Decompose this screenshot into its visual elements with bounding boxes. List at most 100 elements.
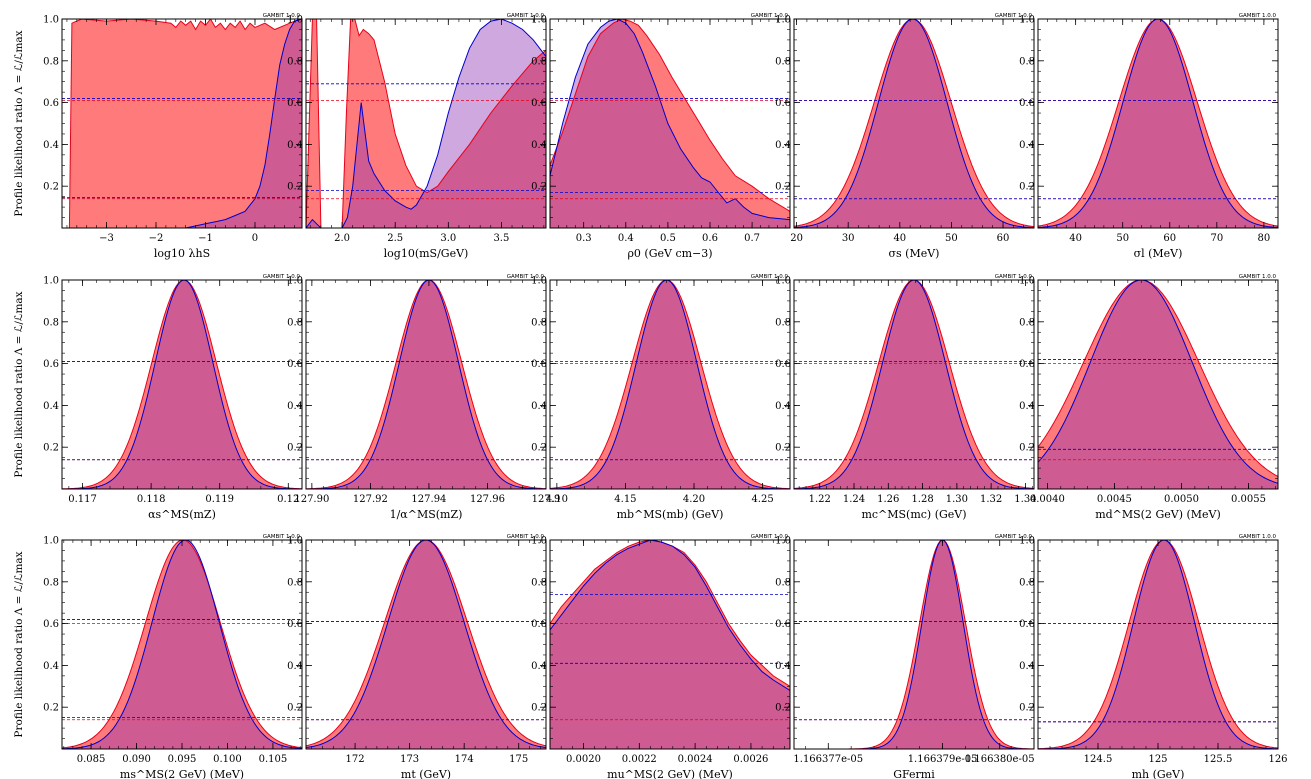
y-tick-label: 0.4 bbox=[775, 661, 791, 672]
y-tick-label: 0.4 bbox=[531, 661, 547, 672]
y-tick-label: 1.0 bbox=[775, 15, 791, 26]
y-tick-label: 0.4 bbox=[531, 401, 547, 412]
gambit-brand-label: GAMBIT 1.0.0 bbox=[995, 534, 1033, 540]
x-tick-label: 0.0040 bbox=[1030, 494, 1065, 505]
x-tick-label: 20 bbox=[790, 233, 803, 244]
y-tick-label: 1.0 bbox=[1019, 276, 1035, 287]
red-profile-fill bbox=[794, 280, 1034, 489]
blue-profile-fill bbox=[185, 19, 302, 228]
x-tick-label: 1.26 bbox=[877, 494, 899, 505]
x-tick-label: 0.085 bbox=[77, 754, 106, 765]
red-profile-fill bbox=[306, 540, 546, 749]
x-tick-label: 127.92 bbox=[353, 494, 388, 505]
x-tick-label: 1.28 bbox=[911, 494, 933, 505]
y-tick-label: 0.6 bbox=[775, 619, 791, 630]
y-axis-label-row-3: Profile likelihood ratio Λ = ℒ/ℒmax bbox=[13, 551, 25, 737]
plot-area-12 bbox=[306, 540, 546, 749]
y-tick-label: 0.6 bbox=[287, 359, 303, 370]
blue-profile-line bbox=[306, 540, 546, 748]
x-tick-label: 1.166380e-05 bbox=[965, 754, 1035, 765]
x-tick-label: 60 bbox=[997, 233, 1010, 244]
y-tick-label: 1.0 bbox=[1019, 536, 1035, 547]
panel-6: 0.2 0.4 0.6 0.8 1.0 0.117 0.118 0.119 0.12 αs^MS(… bbox=[43, 274, 303, 521]
panel-4: 0.2 0.4 0.6 0.8 1.0 20 30 40 50 60 σs (MeV) GAMBIT … bbox=[775, 13, 1035, 260]
gambit-brand-label: GAMBIT 1.0.0 bbox=[263, 13, 301, 19]
x-tick-label: 4.10 bbox=[546, 494, 568, 505]
blue-profile-fill bbox=[306, 280, 546, 489]
y-tick-label: 0.4 bbox=[287, 661, 303, 672]
y-tick-label: 1.0 bbox=[775, 276, 791, 287]
x-axis-label: ms^MS(2 GeV) (MeV) bbox=[120, 768, 244, 779]
y-tick-label: 0.4 bbox=[43, 661, 59, 672]
x-tick-label: 0.6 bbox=[702, 233, 718, 244]
blue-profile-fill bbox=[550, 19, 790, 228]
x-tick-label: 2.0 bbox=[334, 233, 350, 244]
y-tick-label: 0.6 bbox=[43, 98, 59, 109]
y-tick-label: 1.0 bbox=[531, 276, 547, 287]
y-tick-label: 0.8 bbox=[43, 577, 59, 588]
gambit-brand-label: GAMBIT 1.0.0 bbox=[1239, 274, 1277, 280]
y-tick-label: 0.2 bbox=[775, 703, 791, 714]
gambit-brand-label: GAMBIT 1.0.0 bbox=[995, 274, 1033, 280]
y-tick-label: 1.0 bbox=[1019, 15, 1035, 26]
red-profile-fill bbox=[306, 19, 546, 228]
x-tick-label: 1.30 bbox=[946, 494, 968, 505]
y-tick-label: 0.2 bbox=[43, 703, 59, 714]
x-tick-label: 50 bbox=[945, 233, 958, 244]
y-tick-label: 0.8 bbox=[775, 577, 791, 588]
y-tick-label: 0.6 bbox=[1019, 359, 1035, 370]
y-tick-label: 0.8 bbox=[775, 56, 791, 67]
blue-profile-line bbox=[1038, 19, 1278, 228]
red-profile-line bbox=[1038, 19, 1278, 227]
blue-profile-fill bbox=[62, 280, 302, 489]
gambit-brand-label: GAMBIT 1.0.0 bbox=[263, 534, 301, 540]
x-tick-label: 1.166377e-05 bbox=[793, 754, 863, 765]
red-profile-fill bbox=[1038, 540, 1278, 749]
x-tick-label: 127.90 bbox=[294, 494, 329, 505]
x-tick-label: 0.0022 bbox=[622, 754, 657, 765]
y-tick-label: 0.2 bbox=[1019, 443, 1035, 454]
y-tick-label: 0.6 bbox=[287, 619, 303, 630]
x-tick-label: 0.0024 bbox=[678, 754, 713, 765]
blue-profile-line bbox=[185, 19, 302, 228]
x-tick-label: 1.34 bbox=[1014, 494, 1036, 505]
panel-1: 0.2 0.4 0.6 0.8 1.0 −3 −2 −1 0 log10 λhS GAMBIT 1.… bbox=[43, 13, 303, 260]
x-tick-label: 0.0050 bbox=[1164, 494, 1199, 505]
panel-13: 0.2 0.4 0.6 0.8 1.0 0.0020 0.0022 0.0024 0.0026m… bbox=[531, 534, 791, 779]
x-tick-label: 1.22 bbox=[809, 494, 831, 505]
y-tick-label: 0.6 bbox=[531, 98, 547, 109]
x-tick-label: 0.3 bbox=[576, 233, 592, 244]
x-tick-label: 124.5 bbox=[1084, 754, 1113, 765]
x-tick-label: −1 bbox=[198, 233, 213, 244]
y-tick-label: 0.2 bbox=[43, 182, 59, 193]
y-tick-label: 0.2 bbox=[43, 443, 59, 454]
red-profile-fill bbox=[550, 280, 790, 489]
blue-profile-line bbox=[1038, 280, 1278, 484]
x-tick-label: 172 bbox=[346, 754, 365, 765]
blue-profile-fill bbox=[62, 540, 302, 749]
blue-profile-line bbox=[306, 280, 546, 489]
blue-profile-fill bbox=[550, 280, 790, 489]
plot-area-10 bbox=[1038, 280, 1278, 489]
y-tick-label: 0.4 bbox=[531, 140, 547, 151]
x-axis-label: log10(mS/GeV) bbox=[384, 247, 469, 260]
gambit-brand-label: GAMBIT 1.0.0 bbox=[507, 534, 545, 540]
x-tick-label: 127.94 bbox=[411, 494, 446, 505]
x-tick-label: 125 bbox=[1148, 754, 1167, 765]
y-tick-label: 0.4 bbox=[43, 140, 59, 151]
gambit-brand-label: GAMBIT 1.0.0 bbox=[1239, 13, 1277, 19]
blue-profile-line bbox=[550, 19, 790, 221]
x-tick-label: 125.5 bbox=[1204, 754, 1233, 765]
panel-9: 0.2 0.4 0.6 0.8 1.0 1.22 1.24 1.26 1.28 1.30 1.32 1… bbox=[775, 274, 1036, 521]
x-tick-label: −2 bbox=[149, 233, 164, 244]
y-tick-label: 0.2 bbox=[287, 182, 303, 193]
y-tick-label: 0.2 bbox=[1019, 703, 1035, 714]
blue-profile-fill bbox=[1038, 19, 1278, 228]
x-tick-label: 50 bbox=[1116, 233, 1129, 244]
red-profile-line bbox=[794, 280, 1034, 489]
red-profile-line bbox=[1038, 280, 1278, 477]
panel-12: 0.2 0.4 0.6 0.8 1.0 172 173 174 175 mt (GeV) GAMBI… bbox=[287, 534, 547, 779]
x-tick-label: 173 bbox=[400, 754, 419, 765]
x-axis-label: mh (GeV) bbox=[1132, 768, 1185, 779]
